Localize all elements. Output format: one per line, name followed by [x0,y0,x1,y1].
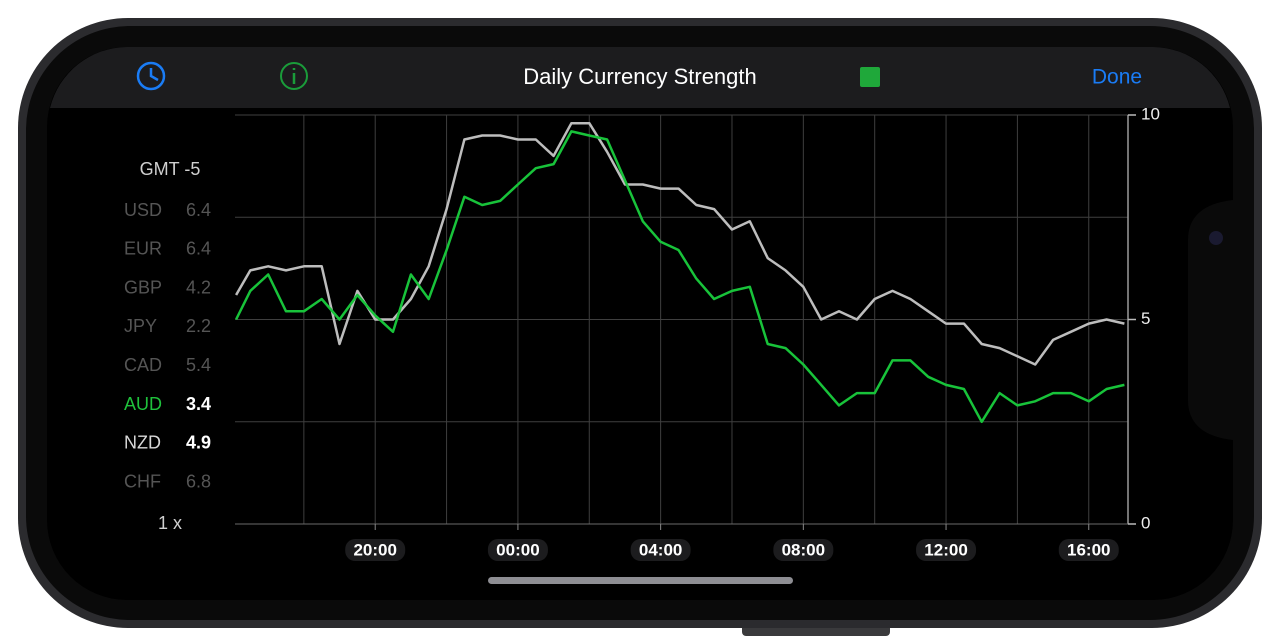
currency-value: 4.9 [186,433,211,453]
x-tick-label: 16:00 [1067,540,1110,559]
y-tick-label: 5 [1141,309,1150,328]
currency-code: USD [124,200,162,220]
y-tick-label: 0 [1141,513,1150,532]
currency-code: JPY [124,316,157,336]
x-tick-label: 12:00 [924,540,967,559]
currency-code: EUR [124,239,162,259]
clock-icon[interactable] [136,61,166,91]
toolbar [50,47,1230,108]
camera-notch [1188,200,1233,440]
title: Daily Currency Strength [523,64,757,89]
speed[interactable]: 1 x [158,513,182,533]
currency-value: 4.2 [186,277,211,297]
currency-code: AUD [124,394,162,414]
currency-code: GBP [124,277,162,297]
info-icon[interactable] [280,62,308,90]
x-tick-label: 08:00 [782,540,825,559]
x-tick-label-bg [916,539,977,561]
currency-value: 5.4 [186,355,211,375]
x-tick-label-bg [345,539,406,561]
plot: 0 5 10 20:00 00:00 04:00 08:00 12:00 16:00 [234,104,1160,561]
x-tick-label-bg [630,539,691,561]
clock-hands [149,68,159,82]
currency-code: NZD [124,433,161,453]
currency-code: CAD [124,355,162,375]
clock-ring [136,61,166,91]
y-tick-label: 10 [1141,104,1160,123]
x-tick-label-bg [773,539,834,561]
timezone: GMT -5 [140,159,201,179]
series-line [234,130,1125,424]
color-button[interactable] [860,67,880,87]
currency-value: 2.2 [186,316,211,336]
currency-code: CHF [124,471,161,491]
camera [1209,231,1223,245]
x-tick-label-bg [1058,539,1119,561]
x-tick-label: 04:00 [639,540,682,559]
x-tick-label: 00:00 [496,540,539,559]
currency-value: 6.4 [186,200,211,220]
currency-value: 6.4 [186,239,211,259]
x-tick-label-bg [487,539,548,561]
home-indicator [488,577,793,584]
currency-value: 6.8 [186,471,211,491]
info-ring [280,62,308,90]
x-tick-label: 20:00 [353,540,396,559]
done-button[interactable]: Done [1092,66,1142,89]
currency-value: 3.4 [186,394,211,414]
display [47,47,1233,600]
